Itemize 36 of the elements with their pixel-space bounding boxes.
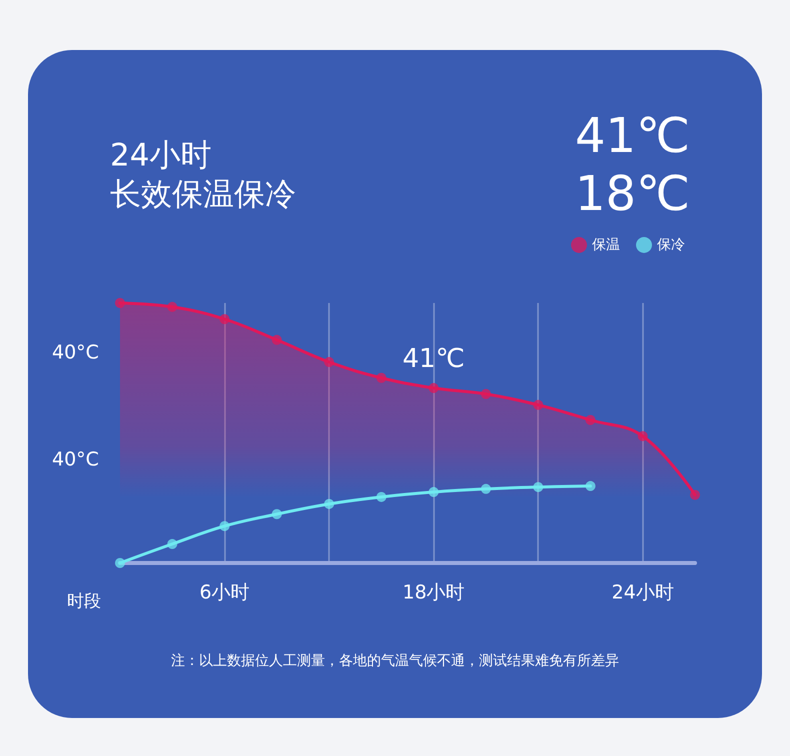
point <box>585 415 596 425</box>
annotation: 41℃ <box>402 344 465 374</box>
point <box>480 484 491 494</box>
point <box>638 431 648 442</box>
point <box>690 490 700 500</box>
point <box>167 539 178 550</box>
point <box>533 400 544 410</box>
point <box>272 509 282 520</box>
point <box>115 558 125 568</box>
point <box>376 372 386 383</box>
point <box>115 298 125 308</box>
point <box>220 521 230 532</box>
text: 40°C <box>52 448 99 470</box>
text: 18℃ <box>575 166 690 222</box>
text: 41℃ <box>575 108 690 164</box>
chart-subtitle: 长效保温保冷 <box>110 176 296 212</box>
point <box>167 302 178 312</box>
point <box>428 383 439 394</box>
text: 40°C <box>52 342 99 364</box>
point <box>272 334 282 345</box>
legend-label: 保冷 <box>657 237 685 253</box>
point <box>533 482 544 492</box>
point <box>428 487 439 498</box>
x-axis-title: 时段 <box>67 592 101 612</box>
point <box>480 389 491 399</box>
x-tick-label: 24小时 <box>612 582 674 604</box>
point <box>324 498 334 509</box>
point <box>324 357 334 368</box>
x-tick-label: 6小时 <box>200 582 250 604</box>
point <box>220 314 230 324</box>
chart-title: 24小时 <box>110 138 212 174</box>
x-tick-label: 18小时 <box>402 582 465 604</box>
point <box>376 492 386 502</box>
legend-label: 保温 <box>592 237 620 253</box>
text: 注：以上数据位人工测量，各地的气温气候不通，测试结果难免有所差异 <box>171 653 619 669</box>
point <box>585 481 596 492</box>
